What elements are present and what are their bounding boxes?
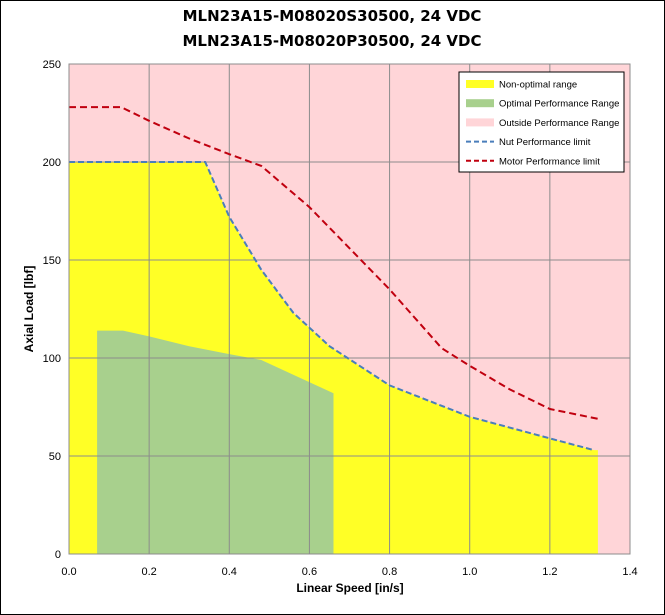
legend-label: Non-optimal range [499, 80, 577, 91]
legend-label: Motor Performance limit [499, 156, 600, 167]
motor-limit-line [69, 106, 599, 420]
legend-label: Optimal Performance Range [499, 99, 619, 110]
nut-limit-line [69, 161, 595, 452]
legend-item: Optimal Performance Range [466, 99, 619, 110]
legend-item: Outside Performance Range [466, 118, 619, 129]
y-axis-label: Axial Load [lbf] [22, 266, 36, 353]
legend-swatch [466, 99, 494, 108]
legend-label: Nut Performance limit [499, 137, 591, 148]
legend-label: Outside Performance Range [499, 118, 619, 129]
y-tick-label: 0 [55, 549, 61, 561]
x-tick-label: 0.6 [302, 566, 317, 578]
x-tick-labels: 0.0 0.2 0.4 0.6 0.8 1.0 1.2 1.4 [61, 566, 637, 578]
y-tick-label: 100 [43, 353, 61, 365]
legend-swatch [466, 118, 494, 127]
x-tick-label: 0.8 [382, 566, 397, 578]
x-tick-label: 1.2 [542, 566, 557, 578]
x-tick-label: 1.4 [622, 566, 637, 578]
y-tick-label: 200 [43, 157, 61, 169]
legend-item: Motor Performance limit [466, 156, 600, 167]
y-tick-label: 150 [43, 255, 61, 267]
x-tick-label: 1.0 [462, 566, 477, 578]
legend-item: Non-optimal range [466, 80, 577, 91]
plot-border [68, 63, 631, 555]
y-tick-label: 250 [43, 59, 61, 71]
y-tick-labels: 0 50 100 150 200 250 [43, 59, 61, 561]
legend-swatch [466, 80, 494, 88]
x-tick-label: 0.0 [61, 566, 76, 578]
x-axis-label: Linear Speed [in/s] [296, 581, 403, 595]
x-tick-label: 0.2 [141, 566, 156, 578]
legend: Non-optimal range Optimal Performance Ran… [458, 71, 625, 173]
optimal-area [97, 330, 334, 554]
x-tick-label: 0.4 [222, 566, 237, 578]
chart-title-line-2: MLN23A15-M08020P30500, 24 VDC [183, 32, 482, 50]
legend-item: Nut Performance limit [466, 137, 591, 148]
y-tick-label: 50 [49, 451, 61, 463]
chart-title-line-1: MLN23A15-M08020S30500, 24 VDC [183, 7, 482, 25]
